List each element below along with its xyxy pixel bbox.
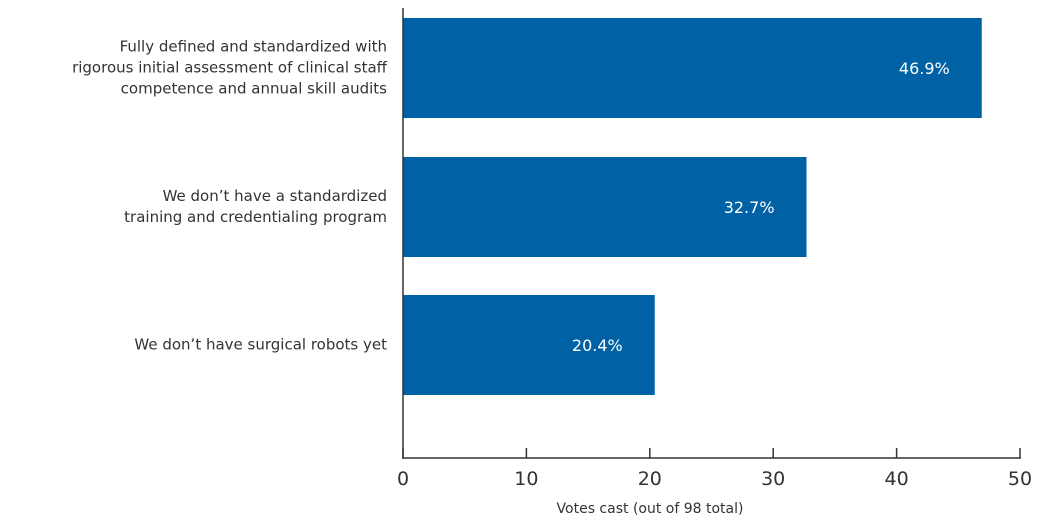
x-tick-label-40: 40 — [885, 468, 909, 490]
x-tick-label-30: 30 — [761, 468, 785, 490]
category-label-3: We don’t have surgical robots yet — [0, 335, 387, 356]
bar-value-label-2: 32.7% — [724, 198, 775, 217]
bar-value-label-1: 46.9% — [899, 59, 950, 78]
bar-1 — [403, 18, 982, 118]
category-label-1: Fully defined and standardized with rigo… — [0, 37, 387, 100]
x-axis-title: Votes cast (out of 98 total) — [530, 501, 770, 517]
bar-value-label-3: 20.4% — [572, 336, 623, 355]
x-tick-label-0: 0 — [397, 468, 409, 490]
x-tick-label-50: 50 — [1008, 468, 1032, 490]
x-tick-label-20: 20 — [638, 468, 662, 490]
bars: 46.9% 32.7% 20.4% — [403, 18, 982, 395]
category-label-2: We don’t have a standardized training an… — [0, 186, 387, 228]
x-tick-label-10: 10 — [514, 468, 538, 490]
